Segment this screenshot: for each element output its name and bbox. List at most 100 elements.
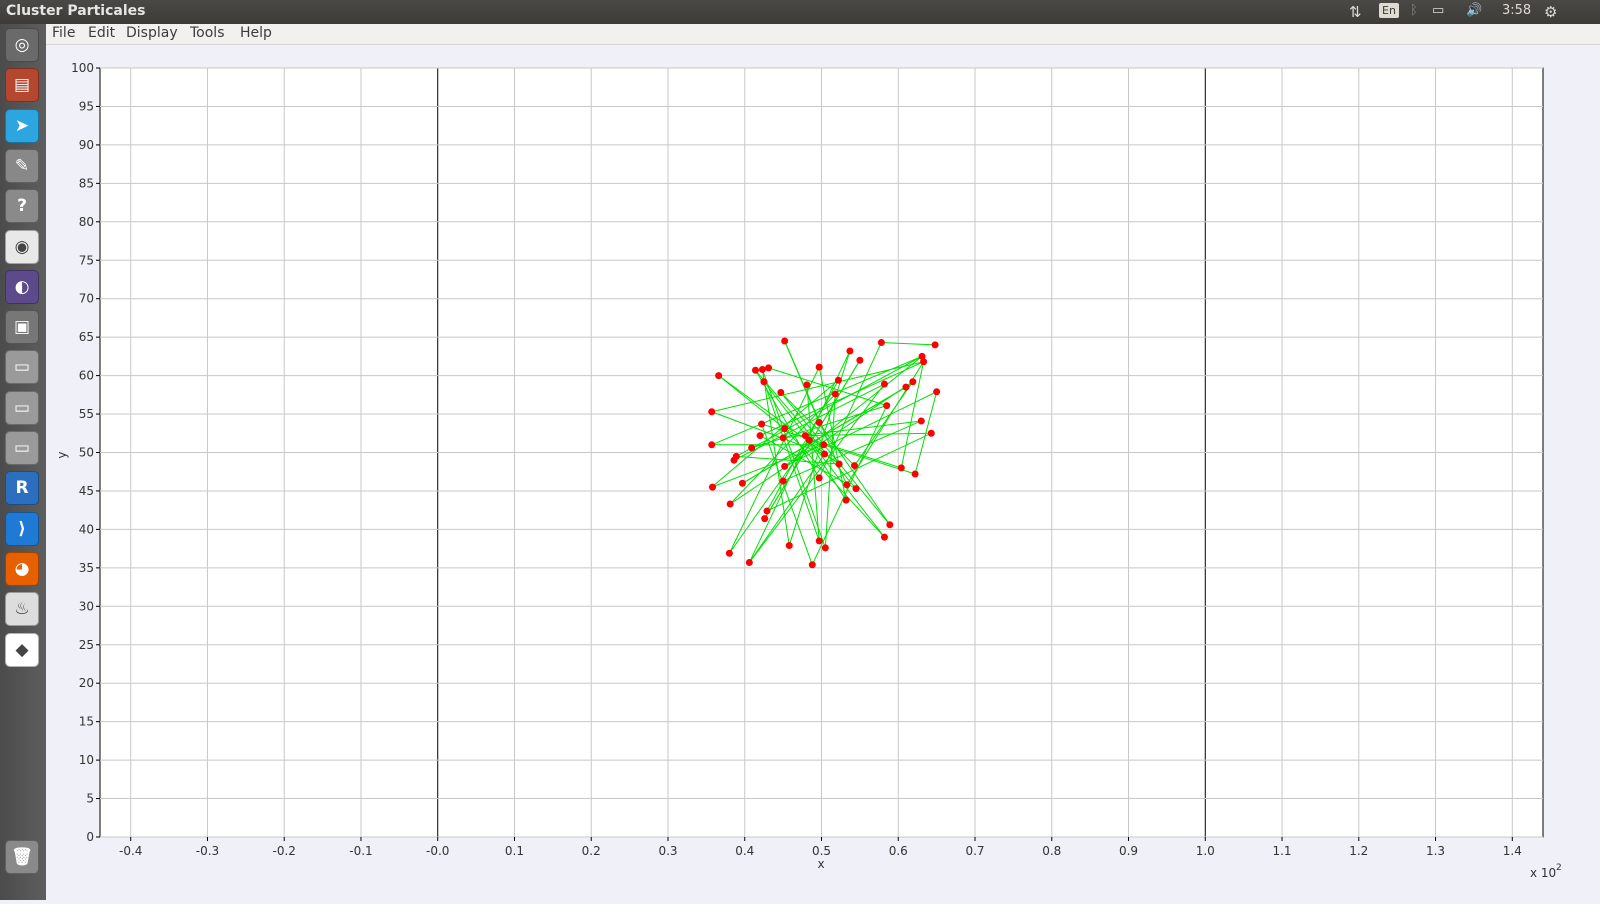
x-multiplier-exponent: 2 <box>1556 863 1562 873</box>
keyboard-layout-indicator[interactable]: En <box>1379 3 1399 18</box>
y-tick-label: 80 <box>79 215 94 229</box>
menu-edit[interactable]: Edit <box>88 25 116 41</box>
y-tick-label: 25 <box>79 638 94 652</box>
particles <box>708 337 941 569</box>
particle-point <box>911 470 919 478</box>
particle-point <box>758 365 766 373</box>
y-tick-label: 5 <box>86 792 94 806</box>
x-axis-label: x <box>817 857 824 871</box>
particle-point <box>815 474 823 482</box>
link-line <box>736 455 840 465</box>
menu-help[interactable]: Help <box>240 25 272 41</box>
particle-point <box>820 441 828 449</box>
particle-point <box>756 432 764 440</box>
trash-icon[interactable]: 🗑 <box>5 840 39 874</box>
particle-point <box>835 460 843 468</box>
particle-point <box>920 358 928 366</box>
clock[interactable]: 3:58 <box>1502 3 1532 18</box>
vscode-icon[interactable]: ⟩ <box>5 511 39 546</box>
particle-point <box>758 420 766 428</box>
y-tick-label: 60 <box>79 369 94 383</box>
cluster-app-icon[interactable]: ◆ <box>5 632 39 667</box>
link-line <box>761 423 813 565</box>
y-tick-label: 0 <box>86 830 94 844</box>
particle-point <box>883 402 891 410</box>
network-icon[interactable]: ⇅ <box>1349 3 1362 21</box>
particle-point <box>897 464 905 472</box>
particle-point <box>761 515 769 523</box>
x-tick-label: 0.4 <box>735 844 754 858</box>
firefox-icon[interactable]: ◕ <box>5 551 39 586</box>
particle-point <box>765 364 773 372</box>
link-line <box>729 393 836 505</box>
chrome-icon[interactable]: ◉ <box>5 229 39 264</box>
settings-tools-icon[interactable]: ✎ <box>5 148 39 183</box>
menu-tools[interactable]: Tools <box>190 25 225 41</box>
menu-display[interactable]: Display <box>126 25 178 41</box>
ubuntu-dash-icon[interactable]: ◎ <box>5 28 39 62</box>
drive-icon[interactable]: ▭ <box>5 390 39 425</box>
particle-point <box>880 380 888 388</box>
x-tick-label: 0.8 <box>1042 844 1061 858</box>
y-tick-label: 65 <box>79 330 94 344</box>
scatter-chart[interactable]: -0.4 -0.3 -0.2 -0.1 -0.0 0.1 0.2 0.3 0.4 0.5 0.6 0.… <box>46 45 1600 900</box>
particle-point <box>902 383 910 391</box>
files-icon[interactable]: ▤ <box>5 68 39 103</box>
link-line <box>824 394 836 548</box>
y-tick-label: 35 <box>79 561 94 575</box>
link-line <box>711 379 839 488</box>
particle-point <box>760 378 768 386</box>
plot-area[interactable]: -0.4 -0.3 -0.2 -0.1 -0.0 0.1 0.2 0.3 0.4 0.5 0.6 0.… <box>46 45 1600 900</box>
particle-point <box>745 558 753 566</box>
link-line <box>780 392 891 526</box>
particle-point <box>842 496 850 504</box>
particle-point <box>834 376 842 384</box>
particle-point <box>715 372 723 380</box>
particle-point <box>877 339 885 347</box>
particle-point <box>846 347 854 355</box>
link-line <box>818 342 882 479</box>
link-line <box>784 428 885 538</box>
x-tick-label: 0.3 <box>658 844 677 858</box>
particle-point <box>751 366 759 374</box>
java-app-icon[interactable]: ♨ <box>5 592 39 627</box>
link-line <box>782 420 922 482</box>
y-tick-label: 55 <box>79 407 94 421</box>
drive-icon[interactable]: ▭ <box>5 350 39 385</box>
particle-point <box>852 485 860 493</box>
link-line <box>733 383 885 461</box>
y-tick-label: 100 <box>71 61 94 75</box>
x-tick-label: 1.4 <box>1503 844 1522 858</box>
particle-point <box>781 425 789 433</box>
link-line <box>763 381 885 538</box>
r-icon[interactable]: R <box>5 471 39 506</box>
link-line <box>761 369 826 549</box>
x-tick-label: -0.0 <box>426 844 449 858</box>
link-line <box>728 439 810 554</box>
particle-point <box>781 337 789 345</box>
menu-file[interactable]: File <box>52 25 76 41</box>
x-tick-label: 1.1 <box>1272 844 1291 858</box>
x-tick-label: 1.3 <box>1426 844 1445 858</box>
particle-point <box>927 429 935 437</box>
battery-icon[interactable]: ▭ <box>1432 3 1445 18</box>
gear-icon[interactable]: ⚙ <box>1544 3 1558 21</box>
telegram-icon[interactable]: ➤ <box>5 108 39 143</box>
x-tick-label: 1.2 <box>1349 844 1368 858</box>
link-line <box>818 367 847 501</box>
bluetooth-icon[interactable]: ᛒ <box>1410 3 1418 18</box>
launcher: ◎ ▤ ➤ ✎? ◉ ◐ ▣ ▭ ▭ ▭ R ⟩ ◕ ♨ ◆ 🗑 <box>0 24 46 900</box>
particle-point <box>856 356 864 364</box>
window-icon[interactable]: ▣ <box>5 310 39 345</box>
link-line <box>805 432 932 437</box>
eclipse-icon[interactable]: ◐ <box>5 269 39 304</box>
link-line <box>806 384 820 541</box>
y-tick-label: 75 <box>79 253 94 267</box>
y-axis-label: y <box>55 451 69 458</box>
link-line <box>780 392 855 466</box>
link-line <box>768 367 887 407</box>
volume-icon[interactable]: 🔊 <box>1466 3 1483 18</box>
drive-icon[interactable]: ▭ <box>5 431 39 465</box>
help-icon[interactable]: ? <box>5 189 39 224</box>
particle-point <box>779 477 787 485</box>
